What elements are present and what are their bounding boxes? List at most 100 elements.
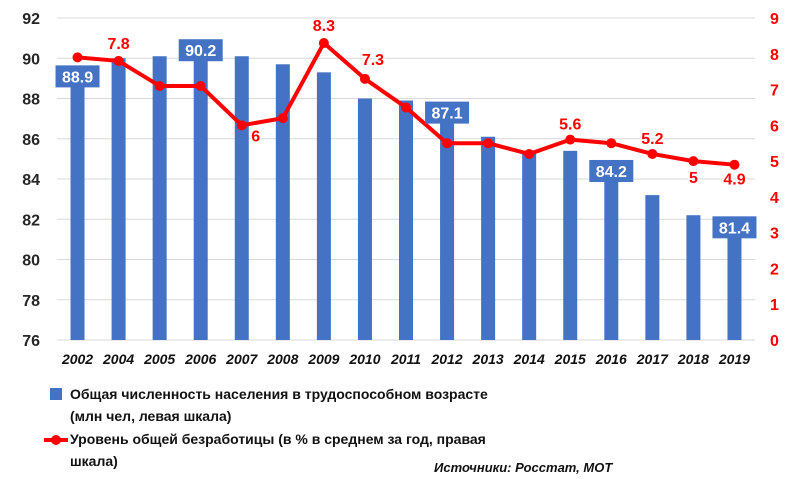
bar [111, 58, 126, 340]
line-point [277, 113, 288, 124]
line-point [401, 102, 411, 113]
left-tick-label: 84 [22, 172, 40, 189]
x-tick-label: 2006 [184, 351, 216, 367]
x-tick-label: 2002 [61, 351, 93, 367]
bar-data-label: 88.9 [62, 69, 93, 86]
x-tick-label: 2014 [513, 351, 545, 367]
bar-data-label: 84.2 [596, 164, 627, 181]
bar-data-label-box [178, 39, 223, 62]
bar [234, 56, 249, 341]
x-tick-label: 2007 [225, 351, 258, 367]
x-tick-label: 2018 [677, 351, 709, 367]
bar [316, 72, 331, 341]
legend-bar-text: Общая численность населения в трудоспосо… [70, 383, 590, 427]
x-tick-label: 2010 [348, 351, 380, 367]
left-tick-label: 90 [22, 51, 40, 68]
line-data-label: 5.6 [559, 117, 581, 134]
line-data-label: 7.8 [107, 36, 129, 53]
bar [275, 64, 290, 340]
bar-data-label-group: 84.2 [589, 159, 634, 182]
line-point [688, 156, 699, 167]
line-point [154, 80, 165, 91]
bar [193, 54, 208, 340]
left-tick-label: 88 [22, 92, 40, 109]
left-tick-label: 86 [22, 132, 40, 149]
line-point [442, 138, 453, 149]
bar-series [70, 54, 742, 341]
legend-line-line-2: шкала) [70, 453, 118, 469]
line-point [195, 80, 206, 91]
x-tick-label: 2012 [430, 351, 462, 367]
right-tick-label: 8 [770, 47, 779, 64]
legend-bar-marker [50, 388, 62, 400]
line-point [606, 138, 617, 149]
right-tick-label: 4 [770, 190, 779, 207]
bar [70, 80, 85, 340]
bar-data-label-box [712, 216, 757, 239]
left-tick-label: 78 [22, 293, 40, 310]
bar [152, 56, 167, 341]
right-tick-label: 3 [770, 226, 779, 243]
line-data-label: 5 [689, 170, 698, 187]
bar-data-label-box [589, 159, 634, 182]
line-point [72, 52, 83, 63]
right-tick-label: 0 [770, 333, 779, 350]
bar [399, 100, 413, 340]
x-tick-label: 2013 [472, 351, 504, 367]
line-point [236, 120, 247, 131]
bar [563, 150, 578, 340]
right-tick-label: 2 [770, 261, 779, 278]
x-tick-label: 2008 [266, 351, 298, 367]
left-tick-label: 76 [22, 333, 40, 350]
bar [522, 152, 537, 340]
right-tick-label: 9 [770, 11, 779, 28]
right-tick-label: 1 [770, 297, 779, 314]
bar [686, 215, 701, 340]
data-labels: 88.9 90.2 87.1 84.2 81.4 7.8 6 8.3 7.3 5.6 5.2 5 4.9 [55, 17, 757, 239]
right-tick-label: 7 [770, 83, 779, 100]
legend-line-dot [51, 435, 61, 445]
bar-data-label-group: 81.4 [712, 216, 757, 239]
left-tick-label: 92 [22, 11, 40, 28]
bar-data-label-box [55, 65, 100, 88]
line-data-label: 7.3 [362, 52, 384, 69]
x-tick-label: 2011 [390, 351, 421, 367]
bar-data-label: 87.1 [431, 106, 462, 123]
right-tick-label: 6 [770, 118, 779, 135]
line-data-label: 5.2 [641, 131, 663, 148]
line-data-label: 8.3 [313, 18, 335, 35]
line-point [524, 148, 535, 159]
bar [440, 116, 455, 340]
line-point [483, 138, 494, 149]
bar-data-label: 81.4 [719, 220, 750, 237]
bar [604, 174, 619, 340]
line-point [565, 134, 576, 145]
legend-bar-line-2: (млн чел, левая шкала) [70, 408, 232, 424]
legend-markers [44, 388, 68, 445]
left-tick-label: 80 [22, 253, 40, 270]
legend-line-text: Уровень общей безработицы (в % в среднем… [70, 428, 610, 472]
line-point [647, 148, 658, 159]
bar-data-label-box [425, 101, 470, 124]
left-tick-label: 82 [22, 212, 40, 229]
line-point [318, 38, 329, 49]
bar-data-label-group: 88.9 [55, 65, 100, 88]
legend-bar-line-1: Общая численность населения в трудоспосо… [70, 386, 488, 402]
line-point [113, 55, 124, 66]
x-tick-label: 2017 [636, 351, 669, 367]
line-data-label: 6 [251, 128, 260, 145]
x-tick-label: 2015 [554, 351, 586, 367]
line-point [359, 73, 370, 84]
x-tick-label: 2005 [143, 351, 175, 367]
bar-data-label-group: 90.2 [178, 39, 223, 62]
x-tick-label: 2009 [307, 351, 339, 367]
bar [481, 136, 496, 340]
x-tick-label: 2016 [595, 351, 627, 367]
x-tick-label: 2004 [102, 351, 134, 367]
bar [645, 195, 660, 340]
bar-data-label-group: 87.1 [425, 101, 470, 124]
right-tick-label: 5 [770, 154, 779, 171]
bar [357, 98, 372, 340]
